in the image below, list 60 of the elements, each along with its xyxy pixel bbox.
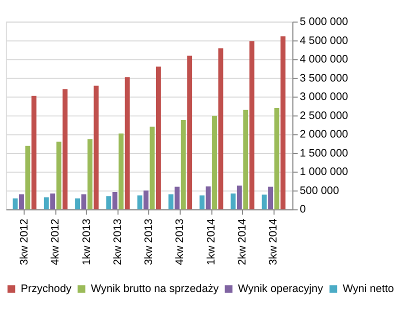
bar xyxy=(206,186,211,210)
bar xyxy=(230,194,236,210)
bar xyxy=(50,194,56,210)
x-tick-label: 1kw 2013 xyxy=(80,218,93,266)
bar xyxy=(243,110,248,210)
x-tick-label: 3kw 2014 xyxy=(268,218,280,266)
y-tick-label: 2 000 000 xyxy=(300,128,348,141)
y-tick-label: 3 000 000 xyxy=(300,91,348,104)
bar xyxy=(112,192,118,210)
y-tick-label: 1 000 000 xyxy=(300,166,348,178)
bar xyxy=(31,96,36,210)
bar xyxy=(218,48,224,210)
x-tick-label: 3kw 2012 xyxy=(18,218,31,266)
x-tick-label: 4kw 2012 xyxy=(50,218,62,266)
bar xyxy=(156,66,161,210)
bar xyxy=(249,41,254,210)
y-tick-label: 5 000 000 xyxy=(300,16,348,28)
bar xyxy=(144,190,148,210)
bar xyxy=(280,36,286,210)
bar xyxy=(19,194,24,210)
x-tick-label: 2kw 2013 xyxy=(112,218,124,266)
bar xyxy=(118,133,124,210)
y-tick-label: 500 000 xyxy=(300,184,339,197)
bar xyxy=(200,195,205,210)
y-tick-label: 2 500 000 xyxy=(300,110,348,122)
legend-label: Przychody xyxy=(20,282,72,295)
bar xyxy=(25,146,30,210)
bar xyxy=(150,126,155,210)
bar xyxy=(56,142,62,210)
x-tick-label: 4kw 2013 xyxy=(174,218,186,266)
bar xyxy=(187,56,192,210)
bar xyxy=(274,108,280,210)
bar xyxy=(62,89,68,210)
bar xyxy=(180,120,186,210)
bar xyxy=(75,198,80,210)
y-tick-label: 3 500 000 xyxy=(300,72,348,84)
bar xyxy=(88,139,92,210)
legend-label: Wynik brutto na sprzedaży xyxy=(90,282,220,295)
x-tick-label: 2kw 2014 xyxy=(236,218,248,266)
legend-label: Wyni netto xyxy=(342,282,394,295)
bar xyxy=(236,186,242,210)
y-tick-label: 4 000 000 xyxy=(300,54,348,66)
bar xyxy=(124,77,130,210)
bar xyxy=(212,116,217,210)
bar xyxy=(174,186,180,210)
legend-label: Wynik operacyjny xyxy=(238,282,324,295)
bar xyxy=(12,198,18,210)
bar xyxy=(44,197,49,210)
bar xyxy=(262,194,267,210)
bar xyxy=(106,196,112,210)
bar xyxy=(81,194,86,210)
y-tick-label: 4 500 000 xyxy=(300,34,348,47)
x-tick-label: 1kw 2014 xyxy=(205,218,218,266)
bar xyxy=(168,194,174,210)
x-tick-label: 3kw 2013 xyxy=(143,218,156,266)
bar xyxy=(268,186,274,210)
bar xyxy=(94,86,99,210)
bar xyxy=(137,195,142,210)
y-tick-label: 1 500 000 xyxy=(300,147,348,160)
y-tick-label: 0 xyxy=(300,204,306,216)
